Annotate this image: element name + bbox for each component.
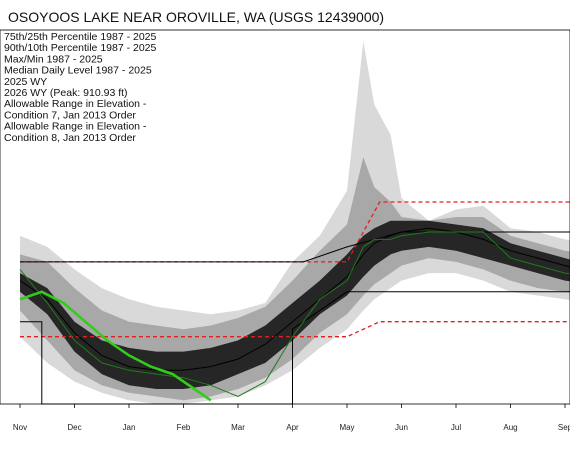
band-max-min xyxy=(20,41,570,404)
condition-8-line-0 xyxy=(20,231,570,263)
legend-entry: 90th/10th Percentile 1987 - 2025 xyxy=(4,42,157,54)
legend-entry: Allowable Range in Elevation - xyxy=(4,98,147,110)
plot-frame xyxy=(0,29,570,405)
x-tick-label: Jul xyxy=(451,423,461,432)
condition-7-line-1 xyxy=(20,321,570,338)
legend-entry: Condition 8, Jan 2013 Order xyxy=(4,132,136,144)
x-tick-label: Feb xyxy=(177,423,191,432)
x-tick-label: Sep xyxy=(558,423,570,432)
legend-entry: 2026 WY (Peak: 910.93 ft) xyxy=(4,87,128,99)
band-90-10 xyxy=(20,157,570,401)
x-tick-label: Apr xyxy=(286,423,299,432)
median-line xyxy=(19,227,570,371)
legend-entry: Allowable Range in Elevation - xyxy=(4,121,147,133)
x-tick-label: May xyxy=(339,423,354,432)
legend-entry: Median Daily Level 1987 - 2025 xyxy=(4,65,152,77)
x-axis: Nov Dec Jan Feb Mar Apr May Jun Jul Aug Sep xyxy=(13,404,570,432)
legend-entry: 2025 WY xyxy=(4,76,47,88)
x-tick-label: Jan xyxy=(123,423,136,432)
wy2025-line xyxy=(19,231,570,398)
bands-layer xyxy=(20,41,570,404)
x-tick-label: Mar xyxy=(231,423,245,432)
chart-title: OSOYOOS LAKE NEAR OROVILLE, WA (USGS 124… xyxy=(8,9,384,25)
x-tick-label: Aug xyxy=(503,423,517,432)
legend-entry: 75th/25th Percentile 1987 - 2025 xyxy=(4,31,157,43)
legend: 75th/25th Percentile 1987 - 202590th/10t… xyxy=(4,31,157,144)
x-tick-label: Nov xyxy=(13,423,27,432)
x-tick-label: Jun xyxy=(395,423,408,432)
band-75-25 xyxy=(20,220,570,389)
wy2026-line xyxy=(19,290,212,402)
lines-layer xyxy=(19,227,570,402)
x-tick-label: Dec xyxy=(67,423,81,432)
legend-entry: Condition 7, Jan 2013 Order xyxy=(4,109,136,121)
legend-entry: Max/Min 1987 - 2025 xyxy=(4,53,103,65)
